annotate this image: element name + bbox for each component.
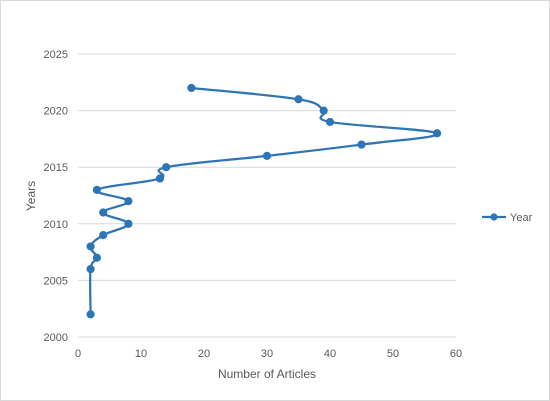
data-point — [92, 253, 102, 262]
legend: Year — [482, 212, 533, 224]
data-point — [187, 83, 196, 93]
gridlines — [78, 53, 456, 338]
y-tick-label: 2025 — [44, 49, 68, 61]
data-point — [357, 140, 366, 149]
series-markers — [86, 83, 442, 319]
x-axis-title: Number of Articles — [218, 367, 316, 381]
x-tick-label: 10 — [135, 348, 147, 360]
data-point — [99, 208, 108, 217]
data-point — [155, 174, 164, 183]
x-tick-label: 50 — [387, 348, 399, 360]
data-point — [433, 129, 442, 138]
legend-marker-year — [490, 213, 498, 221]
data-point — [162, 163, 171, 172]
x-tick-label: 0 — [75, 348, 81, 360]
y-tick-label: 2005 — [44, 275, 68, 287]
data-point — [86, 264, 95, 274]
x-tick-label: 20 — [198, 348, 210, 360]
y-axis-tick-labels: 2000 2005 2010 2015 2020 2025 — [44, 49, 68, 344]
legend-label-year: Year — [510, 212, 533, 224]
data-point — [319, 106, 328, 115]
data-point — [92, 185, 102, 194]
y-tick-label: 2015 — [44, 162, 68, 174]
y-axis-title: Years — [24, 181, 38, 211]
y-tick-label: 2020 — [44, 106, 68, 118]
data-point — [86, 242, 95, 251]
x-tick-label: 30 — [261, 348, 273, 360]
data-point — [99, 231, 108, 240]
data-point — [86, 310, 95, 319]
y-tick-label: 2010 — [44, 219, 68, 231]
x-axis-tick-labels: 0 10 20 30 40 50 60 — [75, 348, 462, 360]
data-point — [124, 219, 133, 228]
data-point — [294, 95, 303, 104]
data-point — [124, 197, 133, 206]
x-tick-label: 60 — [450, 348, 462, 360]
x-tick-label: 40 — [324, 348, 336, 360]
data-point — [262, 151, 272, 160]
y-tick-label: 2000 — [44, 332, 68, 344]
data-point — [325, 117, 335, 127]
